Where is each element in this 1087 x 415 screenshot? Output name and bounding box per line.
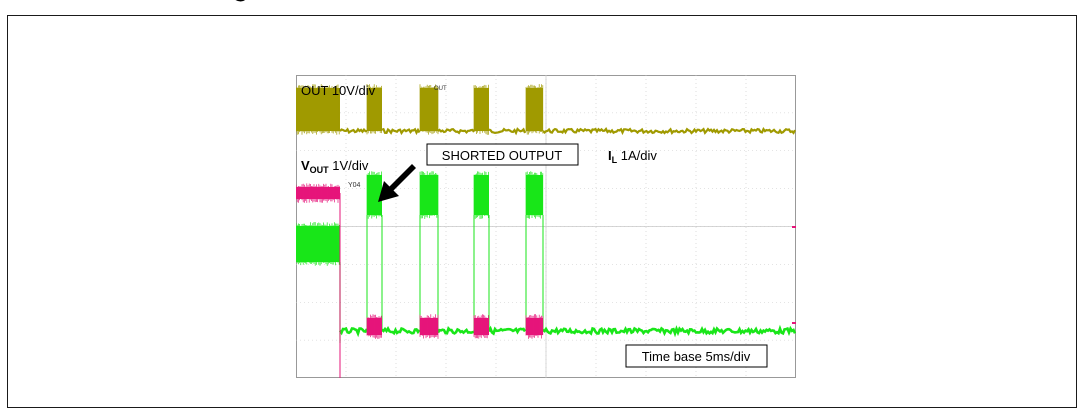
il-label-main: I (608, 148, 612, 163)
vout-label-tail: 1V/div (329, 158, 369, 173)
vout-label-main: V (301, 158, 310, 173)
out-trace-low (488, 127, 527, 136)
il-trace-pulse-4-noise (525, 171, 544, 219)
il-label-sub: L (612, 155, 618, 165)
out-trace-pulse-1-noise (366, 84, 382, 135)
il-trace-pulse-1-noise (366, 171, 382, 219)
out-trace-low (437, 128, 475, 135)
shorted-output-box (426, 143, 579, 166)
out-trace-pulse-2-noise (419, 84, 439, 135)
shorted-output-arrow (378, 164, 416, 202)
il-trace-pulse-2-noise (419, 171, 439, 219)
vout-trace-bump-3-noise (473, 314, 489, 339)
out-marker: OUT (434, 86, 447, 92)
out-trace-pulse-3-noise (473, 84, 489, 135)
il-trace-initial-noise (296, 222, 340, 266)
il-trace-pulse-3-noise (473, 171, 489, 219)
vout-trace-bump-2-noise (419, 314, 439, 339)
cut-off-caption (235, 0, 246, 2)
out-trace-low (339, 127, 368, 135)
out-channel-label: OUT 10V/div (301, 83, 376, 98)
il-trace-low (487, 325, 527, 336)
oscilloscope-capture: OUT 10V/div OUT VOUT 1V/div Y04 IL 1A/di… (296, 75, 796, 378)
figure-frame (7, 15, 1077, 408)
vout-label-sub: OUT (310, 165, 330, 175)
time-base-callout: Time base 5ms/div (625, 344, 768, 368)
time-base-box (625, 344, 768, 368)
scope-traces (296, 84, 796, 378)
il-trace-low (542, 324, 796, 338)
time-base-text: Time base 5ms/div (642, 349, 751, 364)
shorted-output-callout: SHORTED OUTPUT (426, 143, 579, 166)
vout-channel-label: VOUT 1V/div (301, 158, 369, 175)
vout-trace-initial-noise (296, 183, 340, 203)
il-label-tail: 1A/div (617, 148, 657, 163)
out-trace-low (542, 126, 796, 136)
vout-marker: Y04 (348, 182, 361, 189)
il-trace-low (338, 326, 369, 338)
vout-trace-bump-1-noise (366, 314, 382, 339)
out-trace-pulse-4-noise (525, 84, 544, 135)
scope-plot: OUT 10V/div OUT VOUT 1V/div Y04 IL 1A/di… (296, 75, 796, 378)
out-trace-pulse-0-noise (296, 84, 340, 135)
scope-grid (296, 75, 796, 378)
shorted-output-text: SHORTED OUTPUT (442, 148, 562, 163)
il-channel-label: IL 1A/div (608, 148, 657, 165)
il-trace-low (381, 326, 421, 336)
il-trace-low (436, 325, 475, 335)
out-trace-low (381, 127, 421, 136)
vout-trace-bump-4-noise (525, 314, 544, 339)
